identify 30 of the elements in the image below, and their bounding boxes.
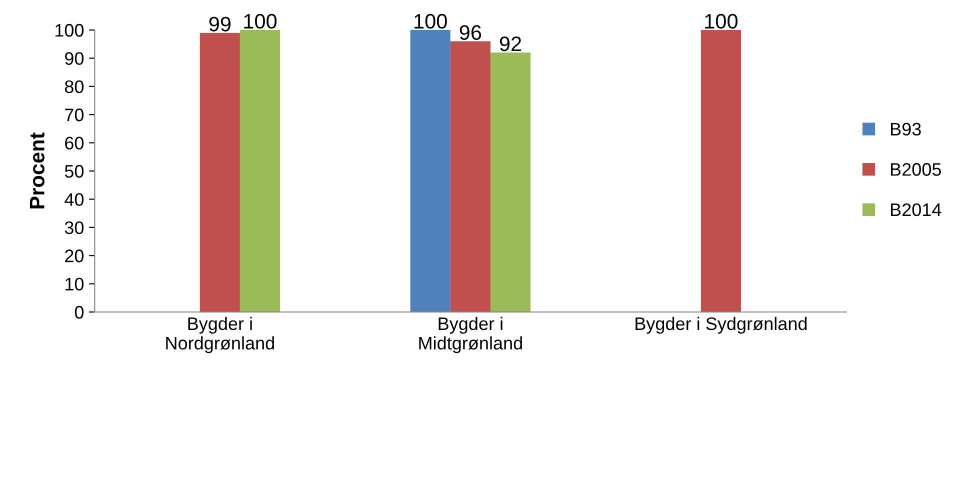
y-tick-label: 40 [64,193,84,206]
y-tick-label: 30 [64,221,84,234]
y-tick-label: 70 [65,108,84,122]
data-label: 100 [244,14,277,29]
y-tick-label: 60 [65,136,84,150]
x-tick-label: Bygder i Nordgrønland [166,316,274,354]
y-tick-label: 90 [65,52,84,65]
data-label: 92 [500,36,522,52]
bar [200,32,240,312]
bar [240,30,280,312]
data-label: 100 [414,14,447,29]
x-tick-label: Bygder i Midtgrønland [419,316,522,354]
bar [490,52,531,312]
bar [410,30,450,312]
y-tick-label: 50 [64,164,84,178]
bar [450,41,490,312]
x-tick-label: Bygder i Sydgrønland [636,316,807,334]
data-label: 99 [209,16,231,32]
legend-label: B93 [891,122,921,136]
y-tick-label: 100 [56,24,84,37]
legend-label: B2014 [891,203,942,216]
legend-label: B2005 [891,163,941,176]
y-tick-label: 20 [65,250,84,262]
y-tick-label: 10 [66,278,84,291]
data-label: 96 [460,25,482,40]
data-label: 100 [705,14,738,29]
y-axis-title: Procent [30,132,44,208]
y-tick-label: 0 [74,306,84,319]
bar [700,30,741,312]
y-tick-label: 80 [64,80,84,94]
